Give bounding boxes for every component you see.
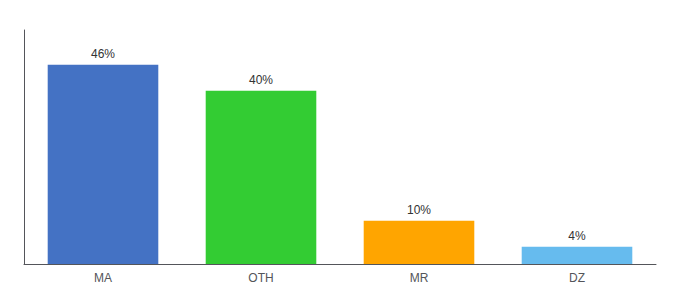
svg-text:10%: 10% (407, 203, 431, 217)
svg-text:40%: 40% (249, 73, 273, 87)
svg-text:DZ: DZ (569, 271, 585, 285)
svg-text:OTH: OTH (248, 271, 273, 285)
svg-text:4%: 4% (568, 229, 586, 243)
svg-text:46%: 46% (91, 47, 115, 61)
svg-text:MA: MA (94, 271, 112, 285)
svg-text:MR: MR (410, 271, 429, 285)
